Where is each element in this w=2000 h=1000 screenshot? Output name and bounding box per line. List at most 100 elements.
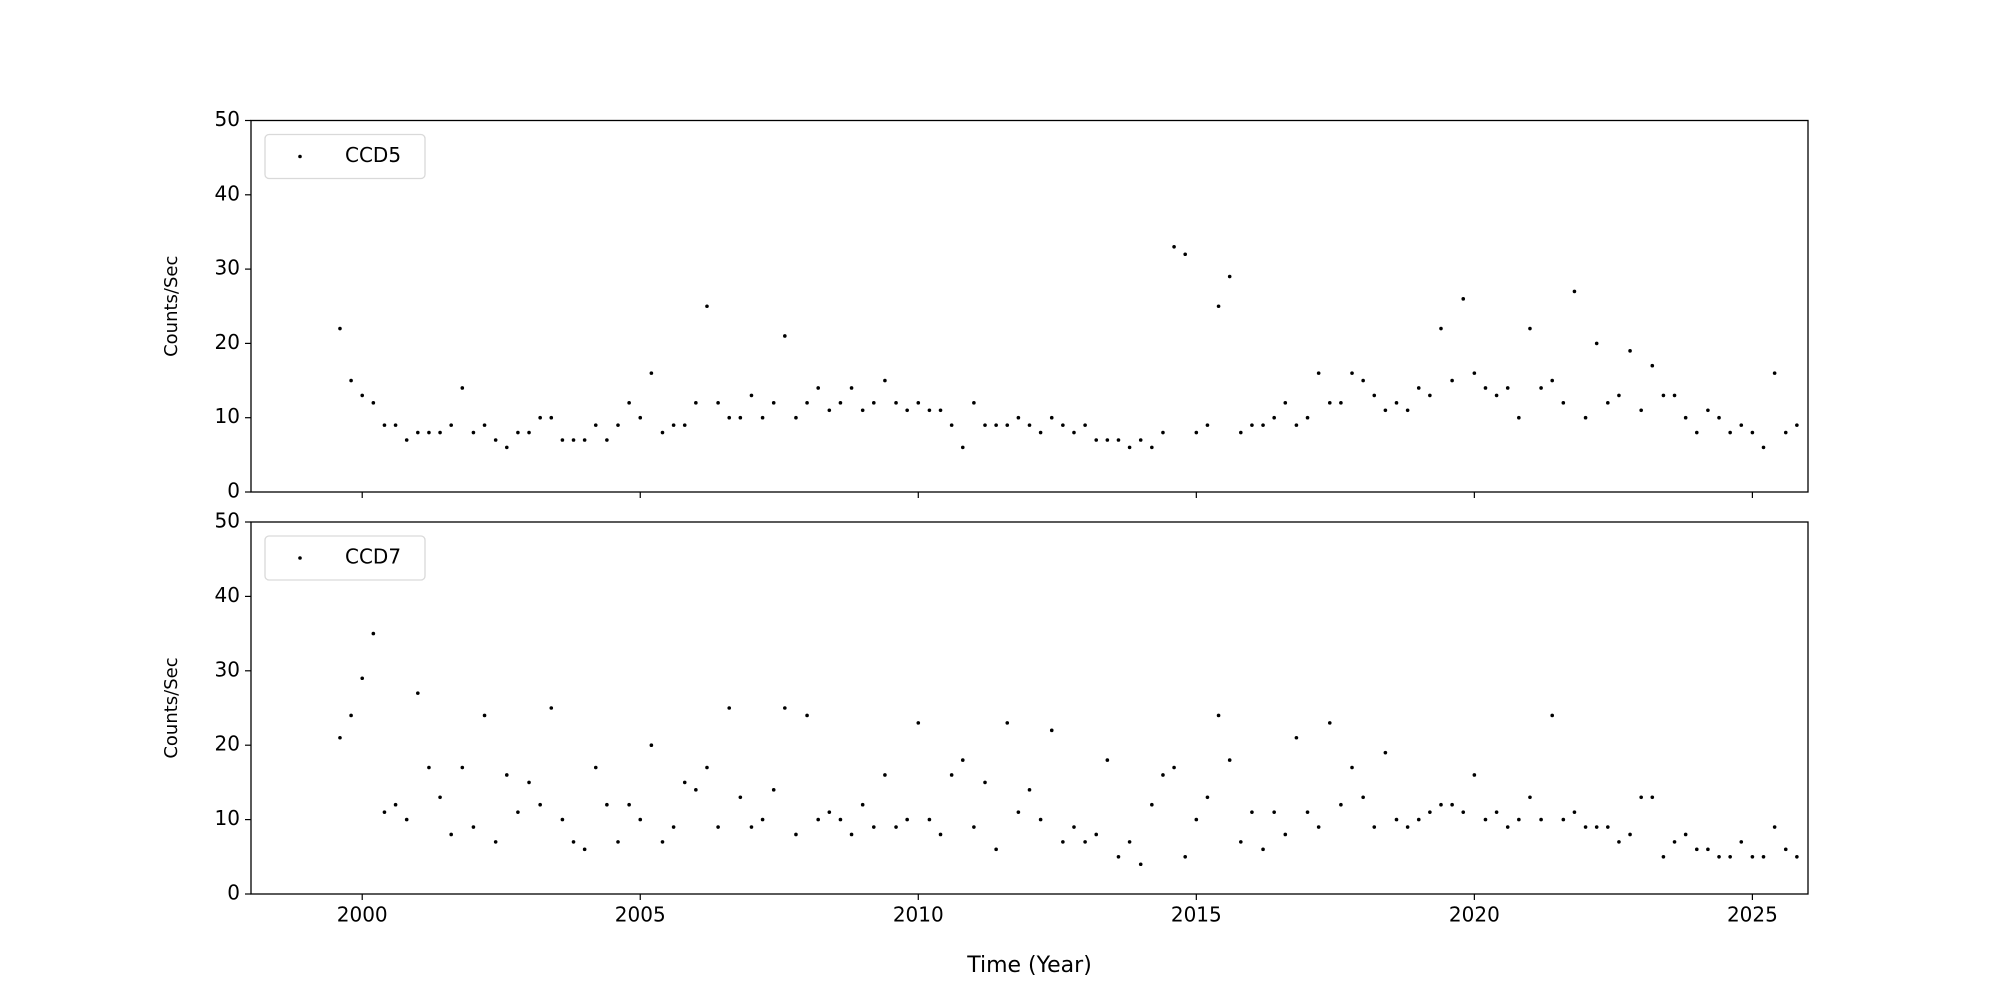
data-point xyxy=(1261,847,1265,852)
data-point xyxy=(849,386,854,390)
data-point xyxy=(1205,423,1210,427)
data-point xyxy=(1372,825,1377,829)
data-point xyxy=(1394,817,1399,822)
data-point xyxy=(694,788,698,792)
y-tick-label: 40 xyxy=(215,181,240,205)
data-point xyxy=(1194,817,1199,822)
data-point xyxy=(1795,423,1799,427)
data-point xyxy=(972,401,976,405)
data-point xyxy=(605,802,609,807)
data-point xyxy=(1350,371,1354,375)
data-point xyxy=(1027,788,1032,792)
data-point xyxy=(1216,304,1221,309)
legend-marker xyxy=(298,556,302,560)
data-point xyxy=(549,415,554,420)
data-point xyxy=(771,788,776,792)
data-point xyxy=(427,430,431,435)
data-point xyxy=(1250,423,1254,427)
data-point xyxy=(371,631,376,636)
data-point xyxy=(794,832,798,837)
data-point xyxy=(1472,773,1477,777)
data-point xyxy=(1339,802,1343,807)
plot-frame xyxy=(250,521,1809,895)
data-point xyxy=(460,765,465,770)
data-point xyxy=(493,438,498,442)
data-point xyxy=(827,810,832,814)
data-point xyxy=(1717,855,1721,859)
data-point xyxy=(1405,408,1410,413)
data-point xyxy=(860,802,865,807)
data-point xyxy=(1461,810,1466,814)
data-point xyxy=(1639,795,1643,800)
data-point xyxy=(349,378,353,383)
data-point xyxy=(1016,415,1021,420)
data-point xyxy=(1461,297,1466,301)
data-point xyxy=(1517,415,1521,420)
data-point xyxy=(1361,378,1365,383)
x-axis-label: Time (Year) xyxy=(966,953,1092,978)
data-point xyxy=(1694,430,1699,435)
data-point xyxy=(1761,855,1766,859)
legend-label: CCD7 xyxy=(345,545,401,569)
data-point xyxy=(1127,445,1132,450)
data-point xyxy=(1372,393,1377,398)
data-point xyxy=(1116,855,1121,859)
data-point xyxy=(883,378,887,383)
data-point xyxy=(1049,728,1054,733)
x-tick-label: 2005 xyxy=(615,903,666,927)
data-point xyxy=(1150,802,1154,807)
data-point xyxy=(1450,378,1454,383)
data-point xyxy=(404,438,409,442)
data-point xyxy=(1583,415,1588,420)
y-tick-label: 40 xyxy=(215,583,240,607)
data-point xyxy=(605,438,609,442)
y-tick-label: 0 xyxy=(227,479,240,503)
data-point xyxy=(1161,773,1165,777)
data-point xyxy=(1416,817,1421,822)
data-point xyxy=(1383,750,1388,755)
data-point xyxy=(1094,438,1099,442)
data-point xyxy=(438,430,442,435)
data-point xyxy=(1072,430,1076,435)
data-point xyxy=(771,401,776,405)
data-point xyxy=(783,334,787,338)
data-point xyxy=(427,765,431,770)
data-point xyxy=(1005,721,1010,725)
data-point xyxy=(1483,817,1488,822)
data-point xyxy=(716,825,720,829)
data-point xyxy=(1650,363,1655,368)
data-point xyxy=(1150,445,1154,450)
data-point xyxy=(649,743,654,747)
data-point xyxy=(1038,430,1043,435)
y-tick-label: 30 xyxy=(215,256,240,280)
data-point xyxy=(1661,393,1666,398)
data-point xyxy=(927,408,932,413)
data-point xyxy=(360,676,365,681)
data-point xyxy=(649,371,654,375)
data-point xyxy=(1661,855,1666,859)
data-point xyxy=(638,817,643,822)
data-point xyxy=(1772,825,1777,829)
data-point xyxy=(404,817,409,822)
data-point xyxy=(682,423,687,427)
data-point xyxy=(582,438,587,442)
data-point xyxy=(1450,802,1454,807)
data-point xyxy=(883,773,887,777)
data-point xyxy=(571,438,576,442)
data-point xyxy=(960,445,965,450)
data-point xyxy=(393,423,398,427)
data-point xyxy=(1428,393,1432,398)
y-tick-label: 30 xyxy=(215,657,240,681)
data-point xyxy=(1316,371,1321,375)
y-tick-label: 50 xyxy=(215,107,240,131)
data-point xyxy=(1706,408,1710,413)
data-point xyxy=(1116,438,1121,442)
data-point xyxy=(1272,810,1276,814)
data-point xyxy=(827,408,832,413)
data-point xyxy=(1494,393,1499,398)
data-point xyxy=(1049,415,1054,420)
data-point xyxy=(1528,326,1532,331)
data-point xyxy=(538,415,542,420)
data-point xyxy=(338,735,342,740)
data-point xyxy=(349,713,353,718)
